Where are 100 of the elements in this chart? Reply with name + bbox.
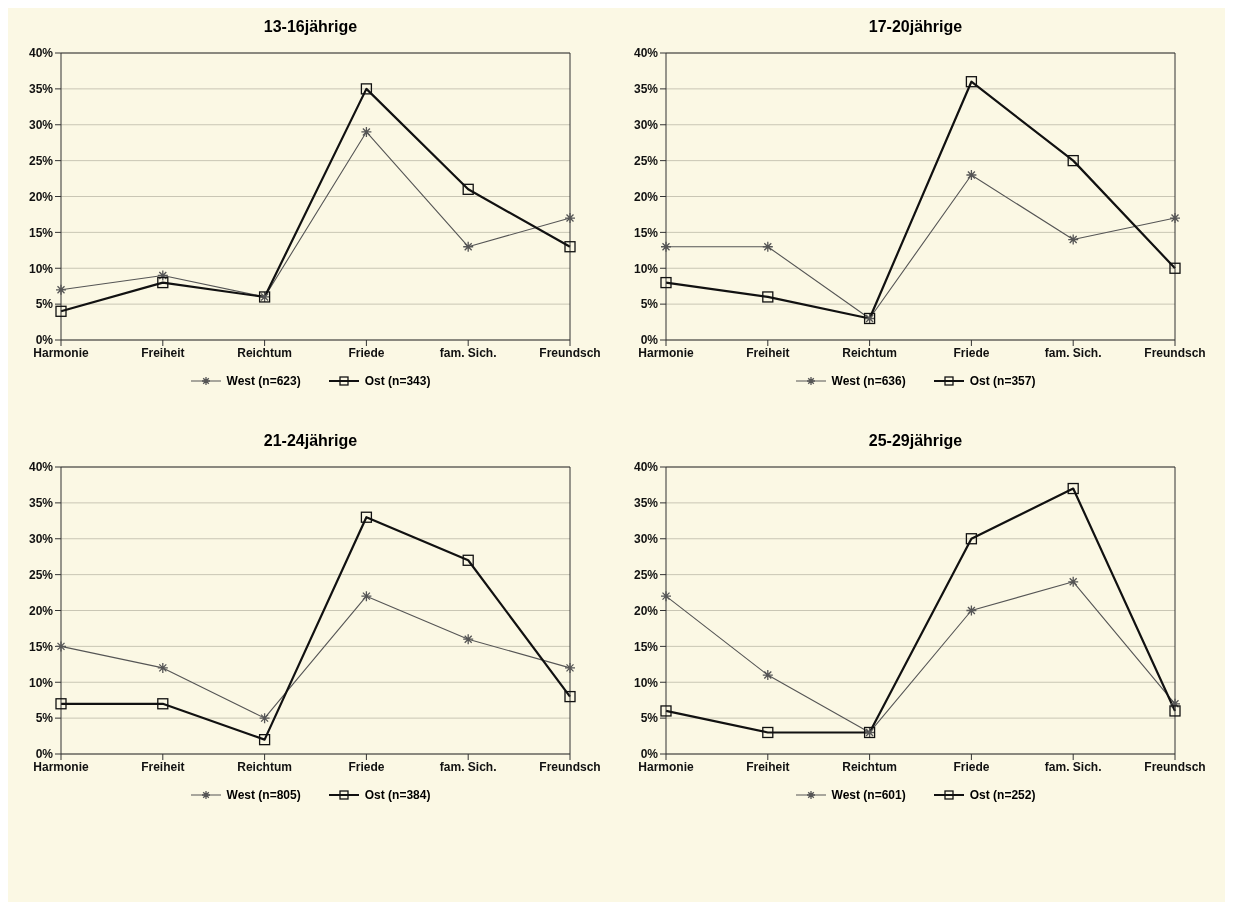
y-tick-label: 0% [35, 747, 53, 762]
y-tick-label: 40% [633, 460, 658, 475]
x-tick-label: Harmonie [637, 759, 694, 774]
y-tick-label: 25% [28, 567, 53, 582]
point [462, 183, 474, 195]
legend-label: West (n=601) [831, 788, 906, 802]
point [1067, 576, 1079, 588]
y-tick-label: 15% [633, 639, 658, 654]
legend-label: Ost (n=252) [969, 788, 1036, 802]
x-tick-label: Friede [952, 759, 990, 774]
y-tick-label: 10% [633, 261, 658, 276]
y-tick-label: 0% [640, 747, 658, 762]
x-tick-label: Freundsch [538, 759, 601, 774]
y-tick-label: 35% [28, 496, 53, 511]
chart-title: 13-16jährige [263, 18, 358, 36]
point [258, 712, 270, 724]
x-tick-label: Harmonie [32, 759, 89, 774]
x-tick-label: fam. Sich. [1044, 759, 1102, 774]
point [462, 554, 474, 566]
point [54, 698, 67, 710]
y-tick-label: 10% [28, 675, 53, 690]
point [54, 305, 67, 317]
y-tick-label: 5% [35, 711, 53, 726]
legend-label: Ost (n=357) [969, 374, 1036, 388]
y-tick-label: 20% [28, 603, 53, 618]
point [659, 276, 672, 289]
point [1067, 154, 1079, 167]
x-tick-label: Harmonie [637, 345, 694, 360]
legend-label: West (n=636) [831, 374, 906, 388]
y-tick-label: 20% [633, 189, 658, 204]
point [761, 241, 773, 253]
point [965, 76, 977, 88]
legend-label: Ost (n=343) [364, 374, 431, 388]
point [1067, 482, 1079, 495]
chart-title: 17-20jährige [868, 18, 963, 36]
legend-label: West (n=805) [226, 788, 301, 802]
y-tick-label: 30% [28, 532, 53, 547]
x-tick-label: Freiheit [140, 759, 184, 774]
y-tick-label: 30% [633, 532, 658, 547]
point [360, 83, 372, 95]
x-tick-label: Harmonie [32, 345, 89, 360]
point [156, 662, 168, 674]
point [965, 604, 977, 617]
x-tick-label: Freundsch [538, 345, 601, 360]
x-tick-label: fam. Sich. [1044, 345, 1102, 360]
y-tick-label: 20% [633, 603, 658, 618]
chart-title: 25-29jährige [868, 432, 963, 450]
x-tick-label: Freundsch [1143, 345, 1206, 360]
y-tick-label: 0% [640, 333, 658, 348]
point [761, 669, 773, 681]
y-tick-label: 30% [28, 118, 53, 133]
point [462, 241, 474, 253]
x-tick-label: Freundsch [1143, 759, 1206, 774]
point [965, 169, 977, 181]
point [462, 633, 474, 645]
y-tick-label: 0% [35, 333, 53, 348]
y-tick-label: 30% [633, 118, 658, 133]
x-tick-label: fam. Sich. [439, 345, 497, 360]
y-tick-label: 35% [28, 82, 53, 97]
x-tick-label: Reichtum [841, 345, 897, 360]
legend-label: West (n=623) [226, 374, 301, 388]
point [258, 734, 270, 746]
legend-label: Ost (n=384) [364, 788, 431, 802]
y-tick-label: 25% [28, 153, 53, 168]
point [761, 726, 773, 739]
x-tick-label: Friede [347, 759, 385, 774]
y-tick-label: 35% [633, 82, 658, 97]
point [761, 291, 773, 303]
point [156, 276, 168, 289]
x-tick-label: Freiheit [745, 759, 789, 774]
point [360, 511, 372, 523]
y-tick-label: 5% [640, 297, 658, 312]
x-tick-label: Freiheit [745, 345, 789, 360]
y-tick-label: 25% [633, 153, 658, 168]
x-tick-label: Friede [952, 345, 990, 360]
point [360, 126, 372, 138]
y-tick-label: 5% [35, 297, 53, 312]
chart-title: 21-24jährige [263, 432, 358, 450]
y-tick-label: 15% [633, 225, 658, 240]
y-tick-label: 20% [28, 189, 53, 204]
x-tick-label: fam. Sich. [439, 759, 497, 774]
point [1168, 705, 1181, 717]
x-tick-label: Reichtum [236, 345, 292, 360]
point [563, 690, 576, 703]
x-tick-label: Friede [347, 345, 385, 360]
point [965, 533, 977, 545]
point [156, 269, 168, 282]
y-tick-label: 15% [28, 225, 53, 240]
y-tick-label: 10% [633, 675, 658, 690]
x-tick-label: Reichtum [841, 759, 897, 774]
point [360, 590, 372, 602]
y-tick-label: 15% [28, 639, 53, 654]
point [156, 698, 168, 710]
y-tick-label: 40% [633, 46, 658, 61]
point [1067, 233, 1079, 246]
y-tick-label: 35% [633, 496, 658, 511]
y-tick-label: 40% [28, 46, 53, 61]
y-tick-label: 5% [640, 711, 658, 726]
x-tick-label: Reichtum [236, 759, 292, 774]
point [659, 705, 672, 717]
